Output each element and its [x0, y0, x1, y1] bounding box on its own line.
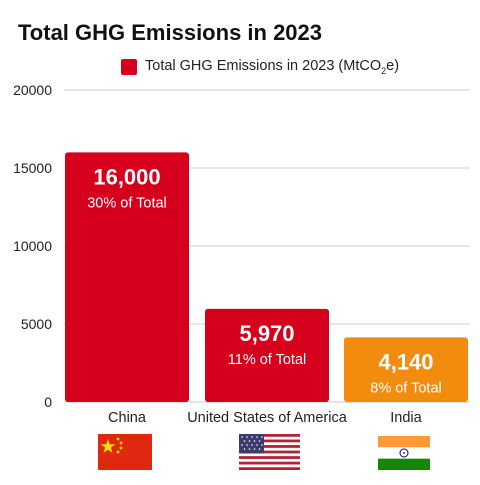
- y-tick-label: 10000: [13, 238, 52, 254]
- legend-label: Total GHG Emissions in 2023 (MtCO2e): [145, 58, 400, 76]
- y-tick-label: 15000: [13, 160, 52, 176]
- legend-swatch: [121, 58, 137, 75]
- x-tick-label: India: [390, 410, 422, 426]
- bars: 16,000 30% of Total 5,970 11% of Total 4,140…: [65, 152, 468, 402]
- bar-value-label: 4,140: [378, 349, 433, 374]
- bar-share-label: 11% of Total: [228, 352, 306, 368]
- x-tick-label: United States of America: [187, 410, 348, 426]
- bar-share-label: 30% of Total: [87, 195, 167, 211]
- bar-share-label: 8% of Total: [370, 380, 441, 396]
- usa-flag-icon: [239, 434, 300, 470]
- bar-china: [65, 152, 189, 402]
- chart-title: Total GHG Emissions in 2023: [18, 20, 323, 45]
- y-tick-label: 20000: [13, 82, 52, 98]
- india-flag-icon: [378, 436, 430, 470]
- bar-value-label: 16,000: [93, 164, 160, 189]
- legend: Total GHG Emissions in 2023 (MtCO2e): [121, 58, 399, 76]
- y-tick-label: 0: [44, 394, 52, 410]
- y-axis-ticks: 0 5000 10000 15000 20000: [13, 82, 52, 410]
- y-tick-label: 5000: [21, 316, 52, 332]
- bar-united-states-of-america: [205, 308, 329, 402]
- china-flag-icon: [98, 434, 152, 470]
- x-axis-ticks: China United States of America India: [108, 410, 423, 426]
- x-tick-label: China: [108, 410, 147, 426]
- bar-india: [344, 337, 468, 402]
- bar-value-label: 5,970: [239, 321, 294, 346]
